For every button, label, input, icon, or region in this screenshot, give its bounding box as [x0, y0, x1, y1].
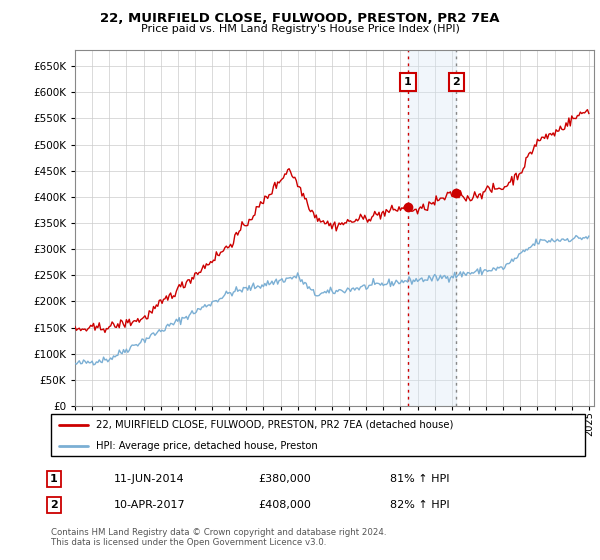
- Text: 10-APR-2017: 10-APR-2017: [114, 500, 185, 510]
- Text: 2: 2: [50, 500, 58, 510]
- FancyBboxPatch shape: [51, 414, 585, 456]
- Text: Contains HM Land Registry data © Crown copyright and database right 2024.
This d: Contains HM Land Registry data © Crown c…: [51, 528, 386, 547]
- Text: 1: 1: [404, 77, 412, 87]
- Text: £380,000: £380,000: [258, 474, 311, 484]
- Text: Price paid vs. HM Land Registry's House Price Index (HPI): Price paid vs. HM Land Registry's House …: [140, 24, 460, 34]
- Text: HPI: Average price, detached house, Preston: HPI: Average price, detached house, Pres…: [97, 441, 318, 451]
- Text: 2: 2: [452, 77, 460, 87]
- Text: 22, MUIRFIELD CLOSE, FULWOOD, PRESTON, PR2 7EA: 22, MUIRFIELD CLOSE, FULWOOD, PRESTON, P…: [100, 12, 500, 25]
- Text: 81% ↑ HPI: 81% ↑ HPI: [390, 474, 449, 484]
- Text: 82% ↑ HPI: 82% ↑ HPI: [390, 500, 449, 510]
- Text: 11-JUN-2014: 11-JUN-2014: [114, 474, 185, 484]
- Text: 1: 1: [50, 474, 58, 484]
- Bar: [408, 50, 457, 406]
- Text: 22, MUIRFIELD CLOSE, FULWOOD, PRESTON, PR2 7EA (detached house): 22, MUIRFIELD CLOSE, FULWOOD, PRESTON, P…: [97, 420, 454, 430]
- Text: £408,000: £408,000: [258, 500, 311, 510]
